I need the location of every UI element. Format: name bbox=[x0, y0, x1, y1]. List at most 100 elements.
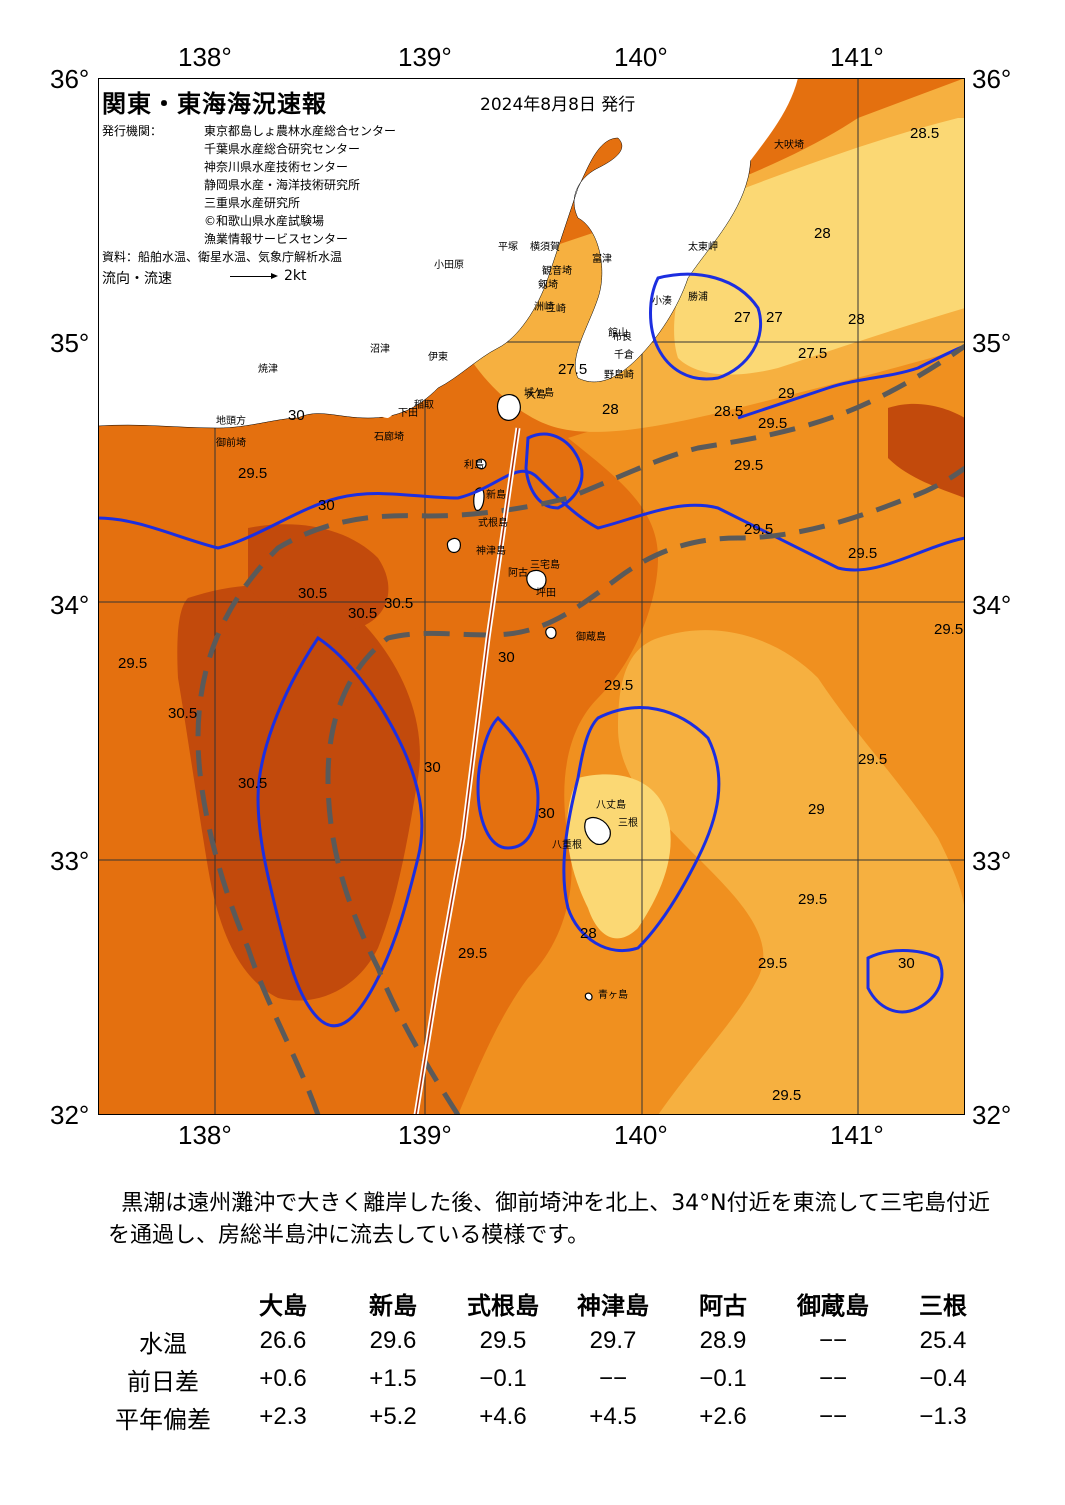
issuer-item: 東京都島しょ農林水産総合センター bbox=[204, 124, 397, 138]
place-shimoda: 下田 bbox=[398, 408, 418, 419]
place-oshima: 大島 bbox=[526, 388, 546, 401]
iso-label-29-5-k: 29.5 bbox=[458, 945, 487, 962]
table-cell: +2.3 bbox=[259, 1403, 307, 1430]
iso-label-28-5-a: 28.5 bbox=[910, 125, 939, 142]
land-aogashima bbox=[584, 992, 593, 1001]
place-miyakejima: 三宅島 bbox=[530, 558, 560, 571]
iso-label-29-5-m: 29.5 bbox=[772, 1087, 801, 1104]
iso-label-28-a: 28 bbox=[814, 225, 831, 242]
land-toshima bbox=[476, 458, 487, 470]
lat-label-right-35: 35° bbox=[972, 328, 1012, 358]
iso-label-29-5-f: 29.5 bbox=[604, 677, 633, 694]
lat-label-right-32: 32° bbox=[972, 1100, 1012, 1130]
table-cell: −− bbox=[818, 1327, 848, 1354]
land-izu-oshima bbox=[496, 394, 521, 421]
place-irozaki: 石廊埼 bbox=[374, 430, 404, 443]
place-kozushima: 神津島 bbox=[476, 544, 506, 557]
place-hachijojima: 八丈島 bbox=[596, 798, 626, 811]
iso-label-29-5-h: 29.5 bbox=[118, 655, 147, 672]
table-cell: −0.4 bbox=[919, 1365, 967, 1392]
lon-label-top-141: 141° bbox=[830, 42, 884, 72]
issuer-item: 静岡県水産・海洋技術研究所 bbox=[204, 178, 361, 192]
map-frame bbox=[98, 78, 965, 1115]
table-cell: +4.5 bbox=[589, 1403, 637, 1430]
flow-legend-arrow-icon bbox=[230, 273, 278, 279]
iso-label-30-d: 30 bbox=[424, 759, 441, 776]
isotherm-29-east bbox=[737, 344, 965, 420]
table-row: 平年偏差 +2.3 +5.2 +4.6 +4.5 +2.6 −− −1.3 bbox=[98, 1398, 998, 1436]
iso-label-29-5-c: 29.5 bbox=[734, 457, 763, 474]
place-tateyama: 館山 bbox=[608, 326, 628, 339]
place-inubozaki: 大吠埼 bbox=[774, 138, 804, 151]
lat-label-left-35: 35° bbox=[50, 328, 90, 358]
iso-label-30-f: 30 bbox=[898, 955, 915, 972]
place-katsuura: 勝浦 bbox=[688, 290, 708, 303]
iso-label-28-5-b: 28.5 bbox=[714, 403, 743, 420]
table-row: 前日差 +0.6 +1.5 −0.1 −− −0.1 −− −0.4 bbox=[98, 1360, 998, 1398]
row-label: 平年偏差 bbox=[115, 1405, 211, 1434]
place-jogashima: 城ケ島 bbox=[524, 386, 554, 399]
lat-label-left-32: 32° bbox=[50, 1100, 90, 1130]
place-ako: 阿古 bbox=[508, 566, 528, 579]
table-cell: 25.4 bbox=[919, 1327, 967, 1354]
flow-legend-unit: 2kt bbox=[284, 268, 307, 284]
table-cell: −0.1 bbox=[479, 1365, 527, 1392]
row-label: 水温 bbox=[139, 1329, 187, 1358]
iso-label-27-5-a: 27.5 bbox=[798, 345, 827, 362]
issuer-item: 千葉県水産総合研究センター bbox=[204, 142, 361, 156]
isotherm-29-5-izu bbox=[524, 432, 584, 510]
place-tsubota: 坪田 bbox=[536, 586, 556, 599]
issuer-label: 発行機関： bbox=[102, 124, 163, 138]
iso-label-30-b: 30 bbox=[318, 497, 335, 514]
isotherm-29-hachijo bbox=[562, 706, 721, 953]
place-nojimazaki: 野島崎 bbox=[604, 368, 634, 381]
place-taitomisaki: 太東岬 bbox=[688, 240, 718, 253]
land-hachijojima bbox=[584, 817, 611, 845]
isotherm-30-southeast bbox=[866, 949, 944, 1014]
lon-label-bottom-138: 138° bbox=[178, 1120, 232, 1150]
iso-label-29-5-i: 29.5 bbox=[858, 751, 887, 768]
iso-label-29-a: 29 bbox=[778, 385, 795, 402]
place-niijima: 新島 bbox=[486, 488, 506, 501]
iso-label-29-5-g: 29.5 bbox=[934, 621, 963, 638]
land-kozushima bbox=[446, 537, 461, 554]
place-numazu: 沼津 bbox=[370, 342, 390, 355]
land-mikurajima bbox=[545, 626, 557, 639]
place-jitogata: 地頭方 bbox=[216, 414, 246, 427]
table-cell: 26.6 bbox=[259, 1327, 307, 1354]
place-misaki: 三崎 bbox=[546, 302, 566, 315]
lon-label-bottom-139: 139° bbox=[398, 1120, 452, 1150]
issuer-item: 神奈川県水産技術センター bbox=[204, 160, 349, 174]
isotherm-30-center bbox=[476, 715, 540, 850]
table-corner bbox=[98, 1284, 228, 1322]
ocean-warmest-zone-west bbox=[177, 584, 420, 1001]
lon-label-top-140: 140° bbox=[614, 42, 668, 72]
place-mikurajima: 御蔵島 bbox=[576, 630, 606, 643]
place-aogashima: 青ヶ島 bbox=[598, 988, 628, 1001]
place-suzaki: 洲崎 bbox=[534, 300, 554, 313]
table-cell: 29.5 bbox=[479, 1327, 527, 1354]
lon-label-top-138: 138° bbox=[178, 42, 232, 72]
table-cell: +5.2 bbox=[369, 1403, 417, 1430]
iso-label-29-5-e: 29.5 bbox=[848, 545, 877, 562]
ship-track-center bbox=[415, 427, 519, 1115]
issuer-item: ©和歌山県水産試験場 bbox=[204, 214, 325, 228]
place-yaene: 八重根 bbox=[552, 838, 582, 851]
iso-label-29-5-a: 29.5 bbox=[758, 415, 787, 432]
place-names: 大吠埼 太東岬 勝浦 小湊 洲崎 布良 野島崎 千倉 館山 富津 観音埼 剱埼 … bbox=[216, 138, 804, 1001]
land-honshu bbox=[98, 78, 751, 429]
iso-label-27-b: 27 bbox=[766, 309, 783, 326]
table-cell: −− bbox=[818, 1403, 848, 1430]
place-toshima: 利島 bbox=[464, 458, 484, 471]
lat-label-left-34: 34° bbox=[50, 590, 90, 620]
ocean-warmest-zone-northwest bbox=[248, 524, 389, 631]
place-yaizu: 焼津 bbox=[258, 363, 278, 375]
place-ito: 伊東 bbox=[428, 350, 448, 363]
place-inatori: 稲取 bbox=[414, 399, 434, 411]
table-cell: +4.6 bbox=[479, 1403, 527, 1430]
iso-label-27-5-b: 27.5 bbox=[558, 361, 587, 378]
isotherm-labels: 28.5 28 27 27 28 27.5 27.5 28 28.5 29 29… bbox=[118, 125, 963, 1104]
iso-label-28-d: 28 bbox=[580, 925, 597, 942]
table-cell: 29.7 bbox=[589, 1327, 637, 1354]
issuer-item: 三重県水産研究所 bbox=[204, 196, 301, 210]
